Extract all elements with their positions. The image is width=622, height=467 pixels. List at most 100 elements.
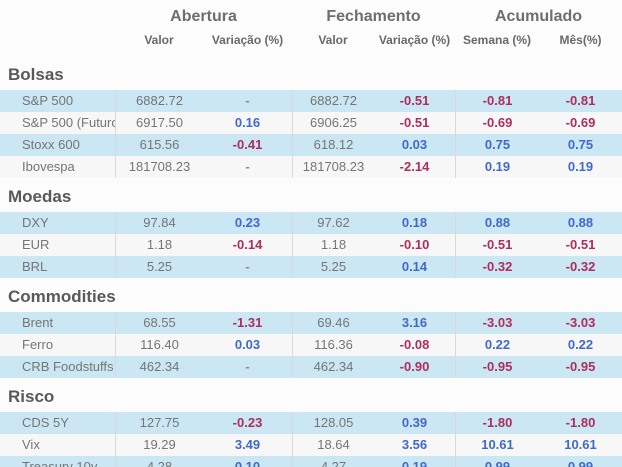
cell-abertura-valor: 68.55 — [115, 312, 203, 334]
cell-fechamento-valor: 116.36 — [292, 334, 374, 356]
row-label: DXY — [0, 212, 115, 234]
cell-abertura-valor: 462.34 — [115, 356, 203, 378]
cell-fechamento-variacao: -0.10 — [374, 234, 455, 256]
cell-acumulado-mes: -0.69 — [539, 112, 622, 134]
cell-abertura-valor: 4.28 — [115, 456, 203, 467]
cell-acumulado-semana: 0.88 — [455, 212, 539, 234]
cell-fechamento-variacao: -0.90 — [374, 356, 455, 378]
table-row-cds-5y: CDS 5Y 127.75 -0.23 128.05 0.39 -1.80 -1.80 — [0, 412, 622, 434]
cell-acumulado-mes: -0.51 — [539, 234, 622, 256]
cell-fechamento-variacao: 0.18 — [374, 212, 455, 234]
row-label: Brent — [0, 312, 115, 334]
table-header-groups: Abertura Fechamento Acumulado — [0, 0, 622, 26]
cell-abertura-variacao: 3.49 — [203, 434, 292, 456]
cell-fechamento-valor: 97.62 — [292, 212, 374, 234]
cell-abertura-variacao: 0.23 — [203, 212, 292, 234]
cell-acumulado-mes: -3.03 — [539, 312, 622, 334]
cell-abertura-valor: 19.29 — [115, 434, 203, 456]
column-header-abertura-variacao: Variação (%) — [211, 33, 284, 47]
cell-acumulado-mes: -1.80 — [539, 412, 622, 434]
column-header-fechamento-variacao: Variação (%) — [378, 33, 451, 47]
cell-abertura-valor: 6917.50 — [115, 112, 203, 134]
cell-abertura-valor: 6882.72 — [115, 90, 203, 112]
column-group-abertura: Abertura — [170, 8, 237, 25]
cell-fechamento-variacao: 0.14 — [374, 256, 455, 278]
cell-acumulado-semana: -3.03 — [455, 312, 539, 334]
cell-abertura-variacao: -1.31 — [203, 312, 292, 334]
row-label: EUR — [0, 234, 115, 256]
cell-fechamento-variacao: 0.39 — [374, 412, 455, 434]
cell-acumulado-mes: -0.81 — [539, 90, 622, 112]
cell-acumulado-mes: 0.75 — [539, 134, 622, 156]
cell-abertura-variacao: -0.14 — [203, 234, 292, 256]
cell-fechamento-valor: 618.12 — [292, 134, 374, 156]
cell-fechamento-valor: 4.27 — [292, 456, 374, 467]
table-row-ibovespa: Ibovespa 181708.23-181708.23 -2.14 0.19 0.19 — [0, 156, 622, 178]
cell-abertura-valor: 127.75 — [115, 412, 203, 434]
cell-acumulado-mes: -0.32 — [539, 256, 622, 278]
column-header-acumulado-semana: Semana (%) — [462, 33, 532, 47]
cell-fechamento-valor: 462.34 — [292, 356, 374, 378]
cell-abertura-variacao: 0.03 — [203, 334, 292, 356]
cell-acumulado-semana: -0.51 — [455, 234, 539, 256]
table-header-columns: Valor Variação (%) Valor Variação (%) Se… — [0, 26, 622, 56]
table-row-dxy: DXY 97.84 0.23 97.62 0.18 0.88 0.88 — [0, 212, 622, 234]
row-label: S&P 500 (Futuro) — [0, 112, 115, 134]
table-row-stoxx-600: Stoxx 600 615.56 -0.41 618.12 0.03 0.75 0.75 — [0, 134, 622, 156]
column-header-abertura-valor: Valor — [144, 33, 174, 47]
cell-abertura-variacao: -0.41 — [203, 134, 292, 156]
cell-abertura-variacao: 0.16 — [203, 112, 292, 134]
cell-abertura-valor: 615.56 — [115, 134, 203, 156]
table-row-ferro: Ferro 116.40 0.03 116.36 -0.08 0.22 0.22 — [0, 334, 622, 356]
cell-acumulado-semana: 0.75 — [455, 134, 539, 156]
cell-fechamento-variacao: 0.03 — [374, 134, 455, 156]
section-title-moedas: Moedas — [8, 187, 72, 206]
cell-fechamento-valor: 5.25 — [292, 256, 374, 278]
cell-acumulado-semana: -0.95 — [455, 356, 539, 378]
cell-abertura-valor: 1.18 — [115, 234, 203, 256]
cell-fechamento-variacao: -0.51 — [374, 112, 455, 134]
cell-fechamento-valor: 6882.72 — [292, 90, 374, 112]
cell-acumulado-semana: 10.61 — [455, 434, 539, 456]
section-title-bolsas: Bolsas — [8, 65, 64, 84]
table-row-s-p-500: S&P 500 6882.72-6882.72 -0.51 -0.81 -0.81 — [0, 90, 622, 112]
cell-acumulado-mes: 0.99 — [539, 456, 622, 467]
row-label: Ibovespa — [0, 156, 115, 178]
row-label: S&P 500 — [0, 90, 115, 112]
table-row-brl: BRL 5.25-5.25 0.14 -0.32 -0.32 — [0, 256, 622, 278]
table-row-crb-foodstuffs: CRB Foodstuffs 462.34-462.34 -0.90 -0.95 -0.… — [0, 356, 622, 378]
table-row-s-p-500-futuro: S&P 500 (Futuro) 6917.50 0.16 6906.25 -0.51-… — [0, 112, 622, 134]
column-group-fechamento: Fechamento — [326, 8, 421, 25]
row-label: BRL — [0, 256, 115, 278]
table-row-brent: Brent 68.55 -1.31 69.46 3.16 -3.03 -3.03 — [0, 312, 622, 334]
cell-fechamento-variacao: 3.16 — [374, 312, 455, 334]
cell-acumulado-semana: -0.81 — [455, 90, 539, 112]
cell-acumulado-semana: -0.69 — [455, 112, 539, 134]
cell-abertura-variacao: 0.10 — [203, 456, 292, 467]
cell-acumulado-semana: 0.22 — [455, 334, 539, 356]
cell-fechamento-valor: 6906.25 — [292, 112, 374, 134]
cell-fechamento-variacao: 3.56 — [374, 434, 455, 456]
cell-acumulado-semana: 0.19 — [455, 156, 539, 178]
cell-fechamento-valor: 18.64 — [292, 434, 374, 456]
section-title-risco: Risco — [8, 387, 55, 406]
cell-fechamento-variacao: -0.51 — [374, 90, 455, 112]
cell-acumulado-mes: 0.88 — [539, 212, 622, 234]
cell-acumulado-mes: 0.22 — [539, 334, 622, 356]
cell-abertura-valor: 181708.23 — [115, 156, 203, 178]
cell-acumulado-mes: 0.19 — [539, 156, 622, 178]
row-label: CDS 5Y — [0, 412, 115, 434]
column-group-acumulado: Acumulado — [494, 8, 583, 25]
cell-acumulado-mes: 10.61 — [539, 434, 622, 456]
row-label: CRB Foodstuffs — [0, 356, 115, 378]
section-title-commodities: Commodities — [8, 287, 116, 306]
table-row-eur: EUR 1.18 -0.14 1.18 -0.10 -0.51 -0.51 — [0, 234, 622, 256]
cell-fechamento-valor: 1.18 — [292, 234, 374, 256]
table-row-treasury-10y: Treasury 10y 4.28 0.10 4.27 0.19 0.99 0.99 — [0, 456, 622, 467]
cell-fechamento-valor: 181708.23 — [292, 156, 374, 178]
cell-abertura-variacao: - — [203, 156, 292, 178]
cell-acumulado-mes: -0.95 — [539, 356, 622, 378]
cell-abertura-valor: 97.84 — [115, 212, 203, 234]
cell-fechamento-variacao: 0.19 — [374, 456, 455, 467]
header-spacer — [0, 26, 115, 56]
